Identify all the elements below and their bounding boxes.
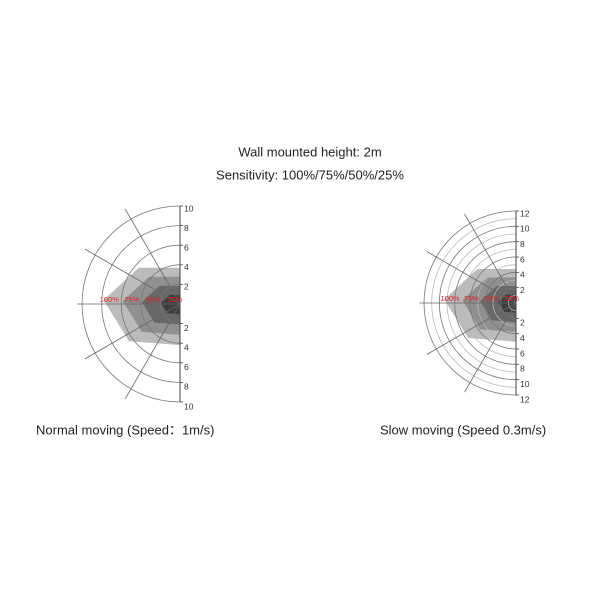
tick-label: 12 xyxy=(520,208,530,218)
tick-label: 2 xyxy=(184,282,189,292)
tick-label: 8 xyxy=(520,239,525,249)
tick-label: 6 xyxy=(184,362,189,372)
sensitivity-label: 50% xyxy=(484,294,499,303)
radial-line xyxy=(84,248,181,305)
tick-label: 8 xyxy=(184,223,189,233)
tick-label: 8 xyxy=(184,382,189,392)
radial-line xyxy=(124,208,181,305)
tick-label: 10 xyxy=(184,203,194,213)
tick-label: 6 xyxy=(520,348,525,358)
detection-zone xyxy=(160,294,180,315)
detection-zone xyxy=(498,294,516,313)
tick-label: 8 xyxy=(520,364,525,374)
tick-label: 2 xyxy=(520,285,525,295)
radial-line xyxy=(426,251,517,304)
sensitivity-label: 25% xyxy=(504,294,519,303)
tick-label: 2 xyxy=(520,318,525,328)
caption: Slow moving (Speed 0.3m/s) xyxy=(380,422,546,437)
sensitivity-label: 75% xyxy=(124,295,139,304)
caption: Normal moving (Speed：1m/s) xyxy=(36,422,214,437)
tick-label: 4 xyxy=(520,333,525,343)
header-line: Wall mounted height: 2m xyxy=(238,144,381,159)
tick-label: 10 xyxy=(184,401,194,411)
radial-line xyxy=(464,302,517,393)
radial-line xyxy=(124,303,181,400)
radial-line xyxy=(464,213,517,304)
tick-label: 12 xyxy=(520,394,530,404)
sensitivity-label: 50% xyxy=(146,295,161,304)
tick-label: 4 xyxy=(184,262,189,272)
tick-label: 4 xyxy=(520,270,525,280)
tick-label: 6 xyxy=(520,254,525,264)
sensitivity-label: 75% xyxy=(464,294,479,303)
radial-line xyxy=(426,302,517,355)
tick-label: 4 xyxy=(184,342,189,352)
radial-line xyxy=(84,303,181,360)
tick-label: 2 xyxy=(184,323,189,333)
tick-label: 10 xyxy=(520,379,530,389)
tick-label: 10 xyxy=(520,224,530,234)
sensitivity-label: 100% xyxy=(441,294,461,303)
sensitivity-label: 100% xyxy=(100,295,120,304)
sensitivity-label: 25% xyxy=(167,295,182,304)
header-line: Sensitivity: 100%/75%/50%/25% xyxy=(216,167,404,182)
tick-label: 6 xyxy=(184,242,189,252)
